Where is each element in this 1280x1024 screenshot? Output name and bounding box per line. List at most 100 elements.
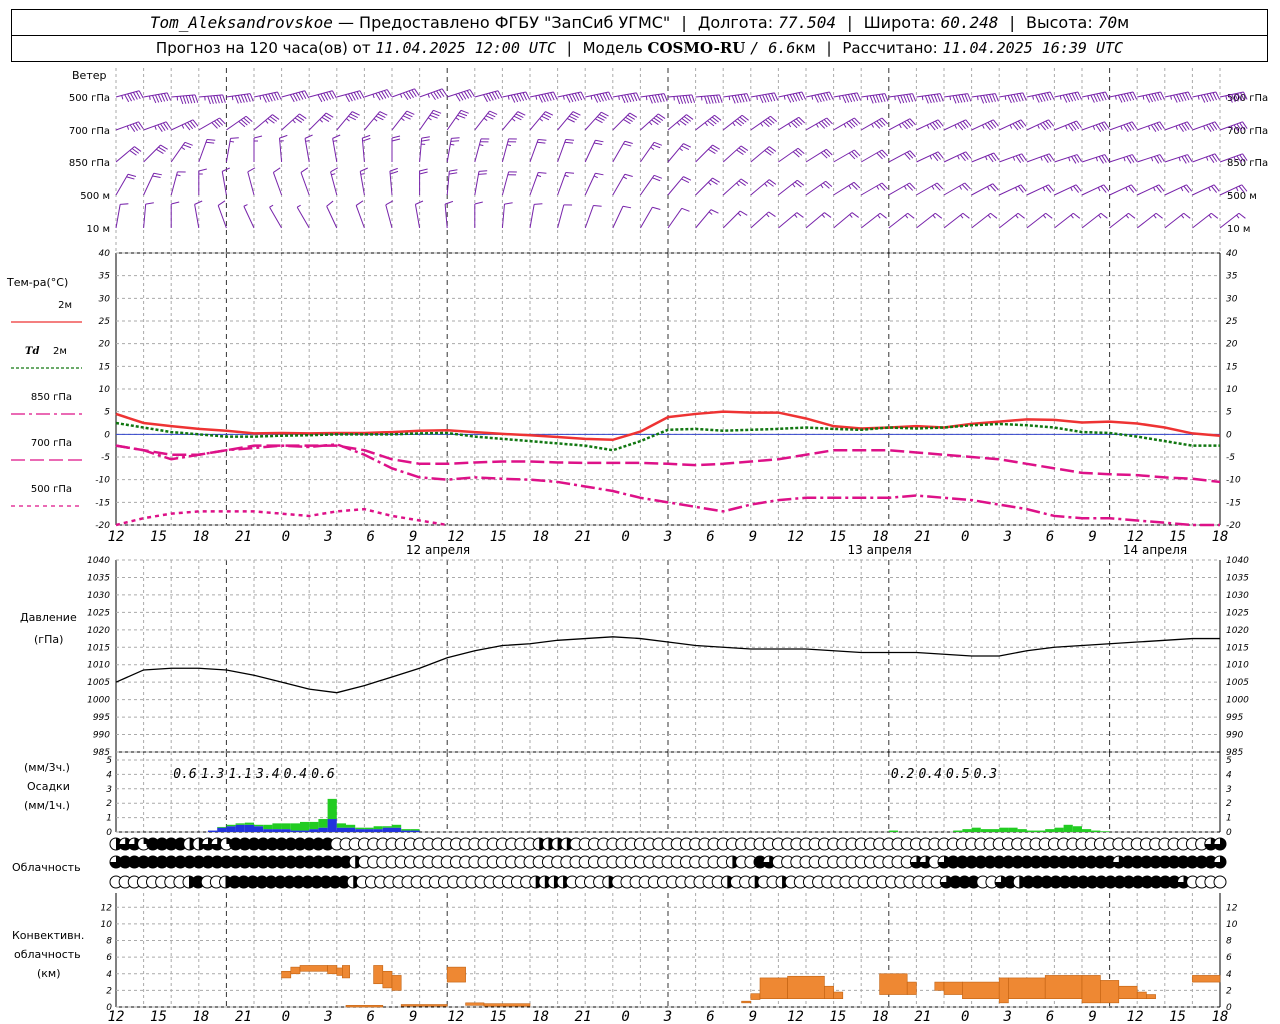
wind-barb-feather bbox=[192, 119, 199, 127]
wind-barb-feather bbox=[964, 182, 971, 190]
wind-barb-staff bbox=[695, 177, 713, 196]
wind-barb bbox=[722, 114, 749, 131]
wind-barb-feather bbox=[332, 134, 341, 139]
wind-barb bbox=[304, 134, 313, 163]
wind-barb-feather bbox=[1071, 93, 1077, 101]
wind-barb bbox=[170, 119, 199, 131]
conv-cloud-bar bbox=[342, 965, 350, 979]
wind-barb-feather bbox=[326, 200, 334, 207]
wind-barb-feather bbox=[568, 94, 574, 103]
precip-bar-green bbox=[1017, 829, 1027, 832]
wind-barb-staff bbox=[943, 182, 966, 196]
wind-barb bbox=[584, 204, 602, 229]
wind-barb-staff bbox=[998, 212, 1019, 229]
wind-barb bbox=[584, 139, 604, 163]
wind-barb-feather bbox=[562, 95, 565, 100]
wind-barb-feather bbox=[1093, 94, 1098, 103]
wind-barb-feather bbox=[1076, 120, 1082, 128]
wind-barb-staff bbox=[557, 111, 574, 131]
wind-barb-feather bbox=[457, 114, 466, 119]
wind-barb-feather bbox=[1181, 156, 1187, 164]
wind-barb-feather bbox=[1155, 185, 1162, 193]
wind-barb-feather bbox=[1128, 212, 1136, 219]
wind-barb-feather bbox=[419, 168, 428, 172]
wind-barb-feather bbox=[826, 148, 833, 156]
wind-barb-staff bbox=[361, 138, 365, 163]
wind-barb-feather bbox=[652, 206, 661, 210]
cloud-cover-symbol bbox=[775, 875, 789, 889]
wind-barb bbox=[695, 114, 722, 131]
wind-barb-feather bbox=[794, 214, 798, 218]
hour-tick-label: 21 bbox=[914, 529, 931, 545]
wind-barb-feather bbox=[924, 95, 929, 104]
hour-tick-label: 18 bbox=[532, 1009, 549, 1024]
conv-cloud-bar bbox=[998, 977, 1009, 1004]
wind-barb-feather bbox=[1211, 122, 1218, 130]
wind-barb-feather bbox=[792, 183, 796, 188]
temp-tick-left: -20 bbox=[95, 521, 110, 531]
wind-barb bbox=[1109, 91, 1138, 103]
hour-tick-label: 15 bbox=[490, 1009, 507, 1024]
wind-barb-feather bbox=[829, 91, 834, 100]
legend-label: 2м bbox=[58, 300, 72, 311]
wind-barb-feather bbox=[1059, 95, 1062, 100]
wind-barb-feather bbox=[1206, 93, 1212, 102]
wind-barb-feather bbox=[912, 93, 917, 102]
wind-barb-feather bbox=[797, 147, 805, 155]
wind-barb-feather bbox=[820, 184, 824, 189]
temp-series-line bbox=[115, 410, 1221, 442]
wind-barb-staff bbox=[529, 172, 539, 196]
wind-barb-feather bbox=[766, 148, 774, 154]
hour-tick-label: 0 bbox=[961, 1009, 969, 1024]
wind-barb-feather bbox=[230, 137, 239, 139]
wind-barb bbox=[667, 176, 692, 196]
wind-barb-feather bbox=[932, 154, 939, 162]
wind-barb bbox=[916, 212, 943, 229]
wind-barb-feather bbox=[1126, 123, 1132, 131]
wind-barb-feather bbox=[541, 115, 550, 121]
precip-title: Осадки bbox=[27, 780, 70, 793]
wind-barb-feather bbox=[736, 182, 740, 187]
wind-barb-feather bbox=[904, 214, 909, 219]
precip-3h-sum: 0.2 bbox=[891, 767, 915, 782]
pressure-unit: (гПа) bbox=[34, 633, 63, 646]
wind-barb-staff bbox=[943, 212, 964, 229]
wind-barb-feather bbox=[160, 144, 168, 150]
wind-barb-feather bbox=[1114, 95, 1117, 100]
wind-barb-feather bbox=[897, 95, 902, 104]
wind-barb-staff bbox=[221, 171, 227, 196]
wind-barb bbox=[143, 202, 154, 229]
alt-value: 70 bbox=[1097, 13, 1118, 32]
wind-barb-feather bbox=[219, 95, 223, 104]
precip-bar-green bbox=[888, 830, 898, 832]
hour-tick-label: 3 bbox=[1002, 1009, 1011, 1024]
wind-barb bbox=[943, 151, 972, 163]
wind-barb-feather bbox=[1197, 95, 1200, 100]
wind-barb bbox=[143, 144, 168, 163]
wind-barb-feather bbox=[181, 124, 185, 129]
wind-barb-feather bbox=[564, 141, 574, 144]
wind-barb-feather bbox=[936, 182, 944, 190]
wind-barb-feather bbox=[421, 136, 430, 139]
wind-barb bbox=[1081, 154, 1110, 164]
precip-bar-green bbox=[971, 827, 981, 832]
wind-barb-feather bbox=[728, 96, 731, 101]
wind-barb-feather bbox=[795, 93, 801, 101]
precip-bar-green bbox=[1045, 829, 1055, 832]
wind-barb-feather bbox=[962, 152, 969, 160]
wind-barb-feather bbox=[183, 144, 192, 149]
wind-barb-feather bbox=[850, 93, 856, 102]
date-label: 14 апреля bbox=[1123, 543, 1187, 557]
wind-barb-feather bbox=[740, 145, 749, 151]
wind-barb-feather bbox=[1186, 184, 1193, 192]
wind-barb-feather bbox=[851, 183, 858, 190]
wind-barb-feather bbox=[292, 93, 298, 102]
wind-barb bbox=[143, 92, 172, 104]
wind-barb-staff bbox=[1081, 184, 1104, 196]
wind-barb-feather bbox=[818, 122, 826, 129]
wind-barb-feather bbox=[317, 94, 323, 103]
precip-tick-right: 3 bbox=[1226, 785, 1232, 795]
wind-barb-feather bbox=[154, 94, 160, 103]
wind-barb bbox=[115, 121, 144, 132]
wind-barb-staff bbox=[750, 211, 769, 229]
